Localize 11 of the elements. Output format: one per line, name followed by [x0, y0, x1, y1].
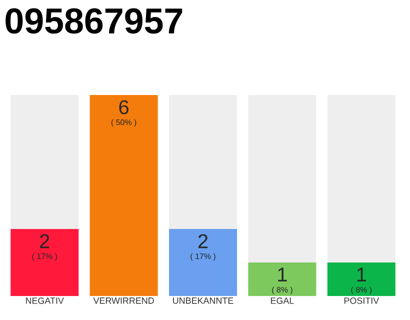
data-label: 2 [40, 234, 50, 248]
x-tick-label: UNBEKANNTE [173, 298, 234, 304]
x-tick-label: POSITIV [344, 298, 380, 304]
data-label: 1 [278, 268, 287, 282]
chart-title: 095867957 [6, 8, 182, 34]
x-tick-label: NEGATIV [26, 298, 64, 304]
data-label: 1 [357, 268, 366, 282]
x-tick-label: VERWIRREND [93, 298, 154, 304]
data-label: 2 [198, 234, 208, 248]
data-label: 6 [119, 100, 128, 114]
x-tick-label: EGAL [270, 298, 294, 304]
